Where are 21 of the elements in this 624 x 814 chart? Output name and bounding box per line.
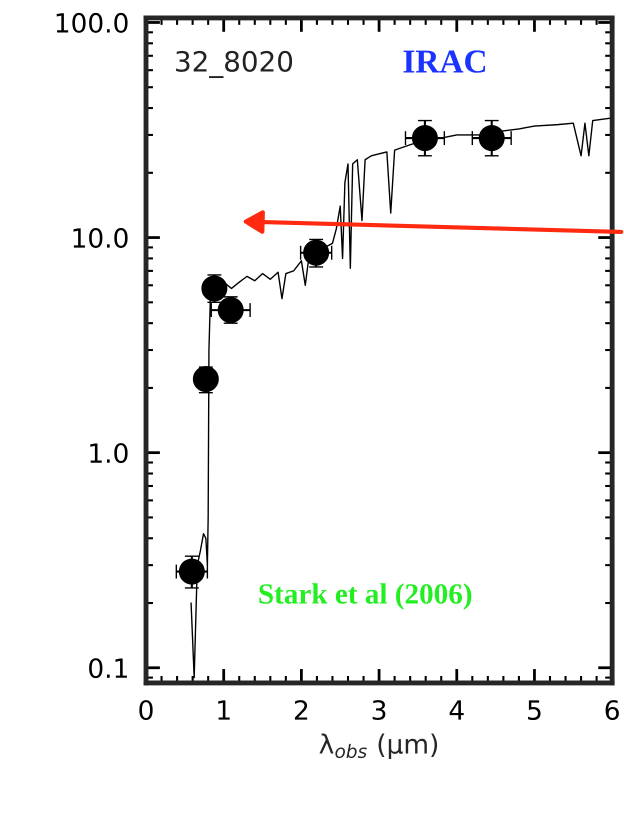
x-tick-label: 2 [294, 700, 308, 720]
annotation: Stark et al (2006) [259, 583, 472, 610]
y-tick-label: 1.0 [90, 443, 128, 464]
x-tick-label: 4 [450, 700, 464, 720]
x-tick-label: 5 [528, 700, 541, 720]
annotation: 32_8020 [176, 50, 292, 78]
x-tick-label: 1 [218, 700, 230, 720]
point [478, 125, 505, 152]
point [192, 366, 219, 392]
point [218, 297, 244, 324]
x-tick-label: 0 [139, 700, 153, 720]
y-tick-label: 100.0 [56, 12, 128, 33]
x-tick-label: 3 [372, 700, 386, 720]
x-tick-label: 6 [606, 700, 619, 720]
y-tick-label: 0.1 [89, 658, 127, 678]
y-tick-label: 10.0 [73, 228, 128, 248]
point [412, 125, 438, 152]
x-axis-title: λ$_{obs}$ (μm) [319, 733, 438, 760]
point [178, 558, 205, 585]
point [303, 240, 330, 266]
annotation: IRAC [404, 50, 486, 73]
